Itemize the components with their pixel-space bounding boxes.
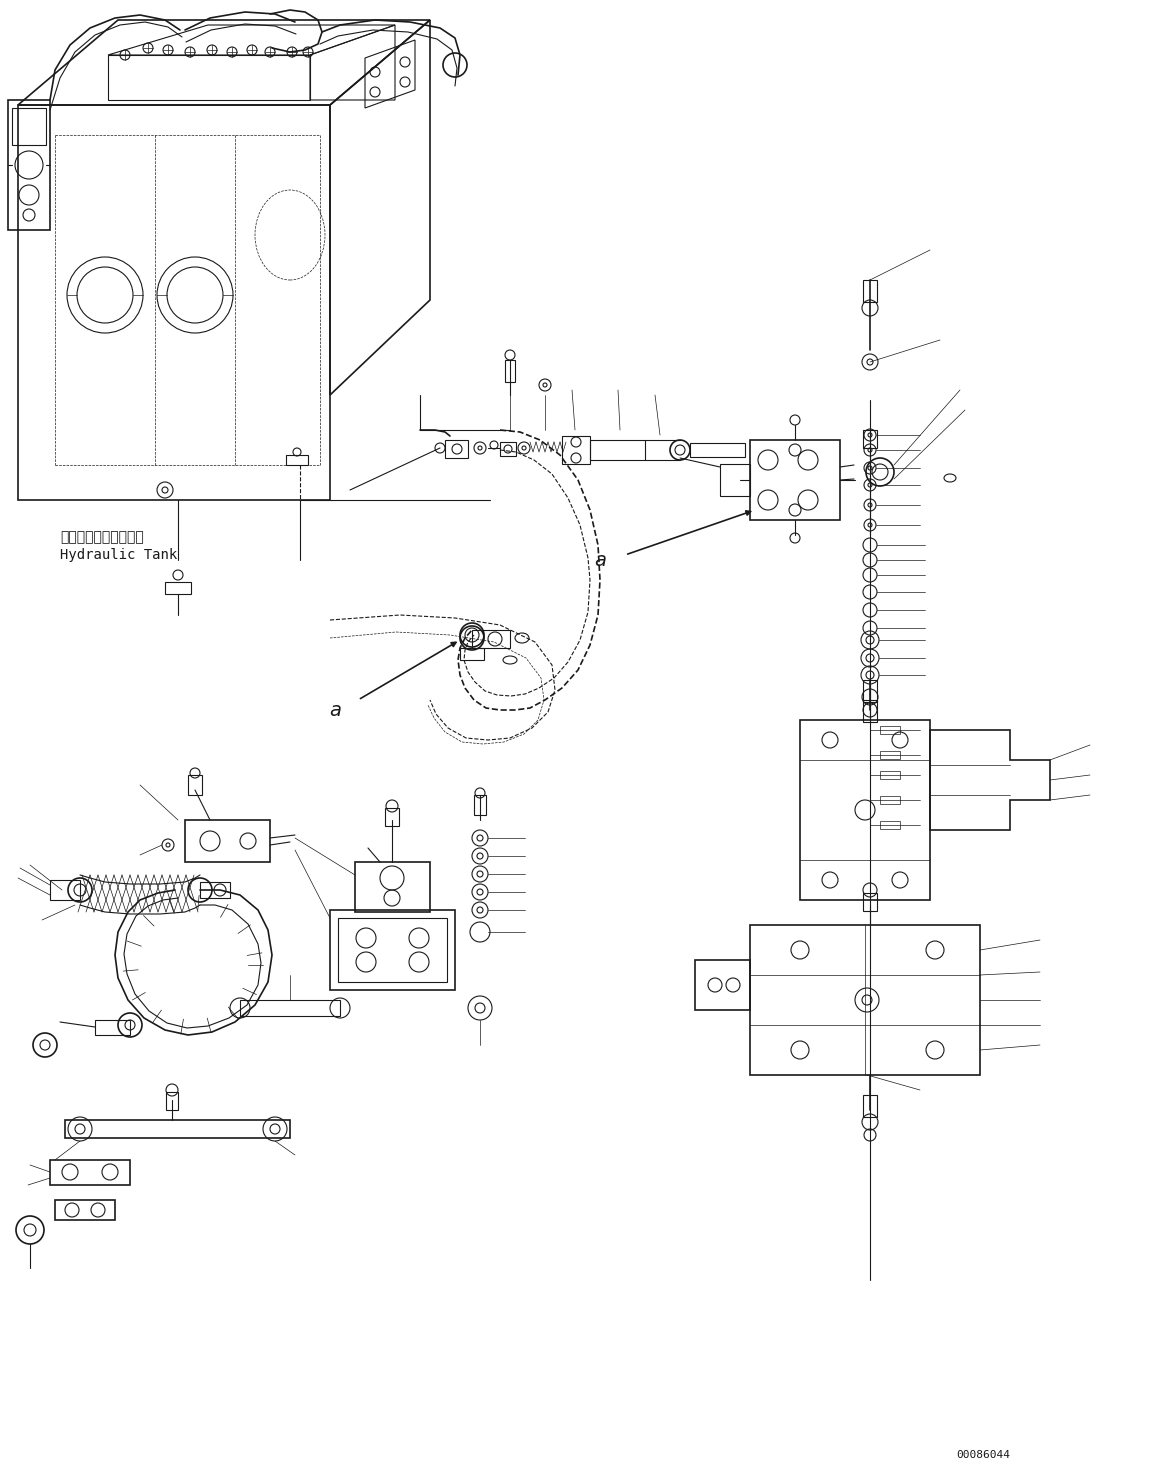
Bar — [475, 795, 486, 816]
Bar — [286, 455, 308, 465]
Bar — [880, 797, 900, 804]
Bar — [863, 893, 877, 911]
Bar — [863, 1094, 877, 1116]
Text: a: a — [594, 550, 606, 569]
Text: ハイドロリックタンク: ハイドロリックタンク — [60, 530, 144, 544]
Bar — [461, 648, 484, 660]
Bar — [880, 751, 900, 758]
Bar — [385, 808, 399, 826]
Bar — [863, 700, 877, 722]
Bar — [880, 822, 900, 829]
Text: 00086044: 00086044 — [956, 1449, 1009, 1460]
Bar — [880, 726, 900, 734]
Bar — [863, 681, 877, 703]
Bar — [863, 430, 877, 447]
Text: a: a — [329, 701, 341, 719]
Bar — [165, 582, 191, 594]
Bar — [880, 772, 900, 779]
Text: Hydraulic Tank: Hydraulic Tank — [60, 549, 177, 562]
Bar — [188, 775, 202, 795]
Bar — [166, 1091, 178, 1111]
Bar — [505, 359, 515, 381]
Bar — [863, 280, 877, 302]
